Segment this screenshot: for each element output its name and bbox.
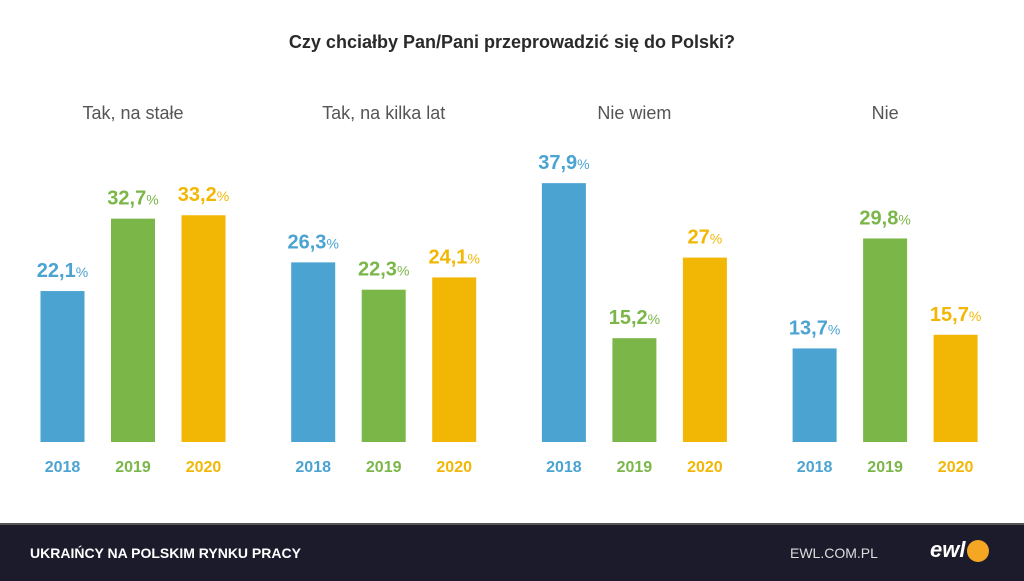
data-label: 24,1% <box>429 246 480 268</box>
group-label: Tak, na kilka lat <box>322 103 445 123</box>
bar-2020 <box>682 257 727 442</box>
footer: UKRAIŃCY NA POLSKIM RYNKU PRACY EWL.COM.… <box>0 523 1024 581</box>
year-label: 2020 <box>186 459 222 476</box>
group-label: Nie <box>872 103 899 123</box>
data-label: 27% <box>688 227 723 249</box>
data-label: 22,3% <box>358 259 409 281</box>
bar-2018 <box>40 291 85 442</box>
year-label: 2020 <box>938 459 974 476</box>
footer-title: UKRAIŃCY NA POLSKIM RYNKU PRACY <box>30 545 301 561</box>
data-label: 26,3% <box>288 231 339 253</box>
data-label: 29,8% <box>859 207 910 229</box>
year-label: 2018 <box>797 459 833 476</box>
data-label: 22,1% <box>37 260 88 282</box>
bar-2019 <box>863 238 908 442</box>
ewl-logo: ewl <box>930 537 990 563</box>
year-label: 2019 <box>617 459 653 476</box>
year-label: 2018 <box>295 459 331 476</box>
data-label: 32,7% <box>107 188 158 210</box>
year-label: 2018 <box>546 459 582 476</box>
chart-title: Czy chciałby Pan/Pani przeprowadzić się … <box>288 32 736 52</box>
year-label: 2018 <box>45 459 81 476</box>
data-label: 33,2% <box>178 184 229 206</box>
footer-url[interactable]: EWL.COM.PL <box>790 545 878 561</box>
group-label: Nie wiem <box>597 103 671 123</box>
data-label: 15,2% <box>609 307 660 329</box>
bar-2018 <box>541 183 586 442</box>
year-label: 2020 <box>436 459 472 476</box>
bar-2020 <box>933 334 978 442</box>
data-label: 13,7% <box>789 317 840 339</box>
year-label: 2019 <box>867 459 903 476</box>
year-label: 2019 <box>115 459 151 476</box>
data-label: 37,9% <box>538 152 589 174</box>
year-label: 2020 <box>687 459 723 476</box>
bar-chart: Tak, na stałe 22,1% 2018 32,7% 2019 33,2% 2020… <box>37 103 981 476</box>
bar-2019 <box>612 338 657 442</box>
bar-2018 <box>291 262 336 442</box>
bar-2018 <box>792 348 837 442</box>
bar-2020 <box>432 277 477 442</box>
year-label: 2019 <box>366 459 402 476</box>
data-label: 15,7% <box>930 304 981 326</box>
bar-2019 <box>361 289 406 442</box>
bar-2020 <box>181 215 226 442</box>
group-label: Tak, na stałe <box>82 103 183 123</box>
handshake-icon <box>967 540 990 563</box>
bar-2019 <box>111 218 155 442</box>
